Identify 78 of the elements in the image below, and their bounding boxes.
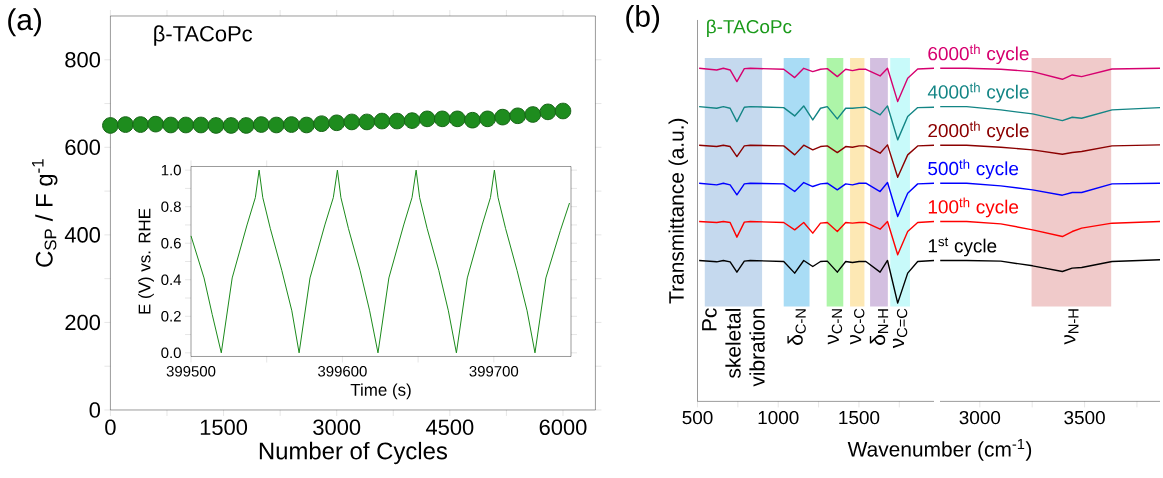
point bbox=[524, 106, 542, 123]
point bbox=[207, 117, 225, 134]
x-tick-label: 399600 bbox=[318, 366, 367, 377]
point bbox=[102, 117, 119, 134]
point bbox=[479, 110, 496, 128]
chart-title: β-TACoPc bbox=[707, 19, 792, 38]
y-tick-label: 0.6 bbox=[161, 237, 181, 249]
point bbox=[418, 110, 436, 128]
series-label: 2000$^{th}$ cycle bbox=[928, 121, 1029, 142]
series-label: 4000$^{th}$ cycle bbox=[927, 82, 1029, 103]
band-label: ν$_{C-C}$ bbox=[850, 308, 865, 345]
point bbox=[358, 113, 376, 131]
x-tick-label: 399700 bbox=[469, 366, 519, 377]
y-tick-label: 200 bbox=[65, 314, 101, 331]
point bbox=[434, 110, 451, 128]
point bbox=[117, 116, 134, 133]
point bbox=[147, 115, 164, 133]
point bbox=[464, 111, 481, 129]
x-tick-label: 1500 bbox=[200, 419, 248, 436]
y-tick-label: 800 bbox=[65, 52, 101, 68]
y-tick-label: 0.4 bbox=[161, 274, 182, 286]
x-tick-label: 3000 bbox=[959, 410, 1001, 425]
point bbox=[343, 113, 361, 131]
y-axis-title: E (V) vs. RHE bbox=[138, 208, 154, 314]
band-label: Pc skeletal vibration bbox=[702, 308, 765, 387]
x-axis-title: Wavenumber (cm$^{-1}$) bbox=[847, 438, 1032, 461]
point bbox=[494, 108, 511, 126]
x-tick-label: 6000 bbox=[539, 419, 587, 436]
band-label: ν$_{C-N}$ bbox=[827, 309, 843, 345]
point bbox=[298, 116, 315, 134]
line-series bbox=[190, 169, 570, 354]
point bbox=[177, 116, 195, 134]
point bbox=[539, 103, 557, 121]
band-label: ν$_{C=C}$ bbox=[892, 308, 908, 349]
point bbox=[403, 112, 421, 129]
point bbox=[373, 112, 391, 130]
point bbox=[313, 115, 330, 132]
point bbox=[237, 117, 255, 134]
x-tick-label: 399500 bbox=[166, 366, 216, 377]
x-axis-title: Time (s) bbox=[350, 383, 411, 400]
point bbox=[132, 116, 149, 133]
y-tick-label: 600 bbox=[65, 139, 101, 156]
point bbox=[449, 110, 466, 128]
point bbox=[509, 107, 527, 125]
text: (a) bbox=[8, 8, 41, 37]
y-tick-label: 1.0 bbox=[161, 164, 181, 176]
series-label: 6000$^{th}$ cycle bbox=[928, 44, 1029, 65]
series-label: 1$^{st}$ cycle bbox=[928, 237, 997, 257]
x-tick-label: 3000 bbox=[313, 419, 361, 436]
x-tick-label: 1500 bbox=[839, 410, 880, 425]
point bbox=[554, 102, 572, 120]
x-tick-label: 500 bbox=[682, 410, 713, 425]
point bbox=[162, 116, 180, 134]
x-axis-title: Number of Cycles bbox=[259, 441, 448, 465]
band-label: δ$_{C-N}$ bbox=[787, 309, 806, 345]
point bbox=[328, 114, 345, 132]
y-tick-label: 0.0 bbox=[161, 347, 181, 359]
chart-title: β-TACoPc bbox=[154, 25, 253, 46]
y-tick-label: 400 bbox=[64, 227, 101, 243]
x-tick-label: 3500 bbox=[1064, 410, 1105, 425]
series-label: 100$^{th}$ cycle bbox=[928, 197, 1019, 218]
band-label: δ$_{N-H}$ bbox=[869, 309, 889, 345]
x-tick-label: 4500 bbox=[425, 419, 474, 436]
point bbox=[222, 117, 240, 134]
point bbox=[283, 116, 300, 133]
y-axis-title: C$_{SP}$ / F g$^{-1}$ bbox=[32, 159, 58, 267]
text: (b) bbox=[626, 4, 660, 33]
point bbox=[252, 116, 270, 133]
point bbox=[388, 112, 406, 130]
x-tick-label: 1000 bbox=[758, 410, 799, 425]
x-tick-label: 0 bbox=[105, 419, 116, 436]
band-label: ν$_{N-H}$ bbox=[1064, 309, 1079, 345]
y-tick-label: 0.2 bbox=[161, 311, 181, 322]
point bbox=[192, 116, 210, 134]
y-axis-title: Transmittance (a.u.) bbox=[668, 118, 688, 304]
series-label: 500$^{th}$ cycle bbox=[928, 159, 1019, 179]
point bbox=[268, 116, 285, 134]
y-tick-label: 0.8 bbox=[161, 201, 181, 212]
